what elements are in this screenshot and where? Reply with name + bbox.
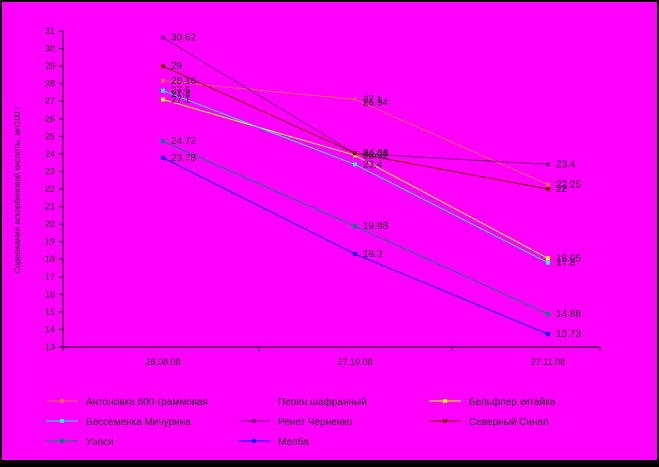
y-tick-label: 25 (45, 131, 55, 141)
y-tick-label: 21 (45, 202, 55, 212)
legend-entry-label: Бессеменка Мичурина (86, 417, 191, 428)
series-point (161, 92, 165, 97)
legend-entry-label: Северный Синап (469, 417, 549, 428)
data-label: 18.3 (363, 249, 383, 260)
y-tick-label: 15 (45, 307, 55, 317)
legend-marker (60, 439, 64, 443)
y-tick-label: 30 (45, 44, 55, 54)
series-point (353, 224, 357, 229)
y-tick-label: 28 (45, 79, 55, 89)
series-point (546, 187, 550, 191)
legend-entry-label: Антоновка 600-граммовая (86, 397, 208, 408)
series-point (353, 162, 357, 167)
y-tick-label: 14 (45, 324, 55, 334)
y-tick-label: 29 (45, 61, 55, 71)
data-label: 17.8 (556, 258, 576, 269)
data-label: 30.62 (171, 33, 196, 44)
y-tick-label: 16 (45, 289, 55, 299)
y-tick-label: 18 (45, 254, 55, 264)
y-tick-label: 13 (45, 342, 55, 352)
series-point (546, 162, 550, 167)
series-point (161, 64, 165, 69)
legend-marker (60, 399, 64, 403)
legend-entry-label: Мелба (278, 436, 309, 448)
x-tick-label: 27.11.08 (531, 357, 565, 367)
series-point (546, 260, 550, 265)
data-label: 14.88 (556, 309, 581, 320)
data-label: 18.05 (556, 253, 581, 264)
legend-marker (443, 419, 447, 423)
series-point (161, 155, 165, 160)
series-point (353, 97, 357, 102)
data-label: 23.4 (556, 159, 576, 170)
series-point (353, 100, 357, 105)
data-label: 27.4 (171, 89, 191, 100)
data-label: 28.16 (171, 76, 196, 87)
series-point (161, 97, 165, 102)
x-tick-label: 27.10.08 (337, 357, 372, 367)
y-tick-label: 26 (45, 114, 55, 124)
series-point (161, 139, 165, 144)
data-label: 27.1 (171, 94, 191, 105)
series-point (161, 35, 165, 40)
data-label: 24.04 (363, 148, 388, 159)
data-labels: 28.16 27.1 22.25 27.4 26.94 22 27.1 23.92 18.05 2… (171, 33, 581, 341)
y-tick-label: 22 (45, 184, 55, 194)
data-label: 22.25 (556, 180, 581, 191)
series-point (161, 88, 165, 93)
y-tick-label: 27 (45, 96, 55, 106)
data-label: 19.88 (363, 221, 388, 232)
x-tick-label: 28.08.08 (145, 357, 180, 367)
data-label: 23.92 (363, 150, 388, 161)
series-point (546, 182, 550, 187)
data-label: 27.1 (363, 94, 383, 105)
legend: Антоновка 600-граммовая Пепин шафранный Бе… (46, 396, 556, 448)
y-tick-label: 31 (45, 26, 55, 36)
y-tick-label: 20 (45, 219, 55, 229)
data-label: 23.4 (363, 159, 383, 170)
y-tick-label: 24 (45, 149, 55, 159)
legend-entry-label: Уэлси (86, 437, 114, 448)
legend-entry-label: Ренет Черненко (278, 417, 353, 428)
data-label: 22 (556, 184, 568, 195)
y-tick-label: 17 (45, 272, 55, 282)
series-point (353, 151, 357, 156)
series-point (546, 256, 550, 261)
data-label: 13.73 (556, 329, 581, 340)
series-point (546, 311, 550, 316)
legend-marker (252, 439, 256, 443)
series-point (161, 78, 165, 83)
chart-background (2, 2, 657, 460)
legend-marker (60, 419, 64, 423)
data-label: 23.78 (171, 153, 196, 164)
legend-marker (252, 399, 256, 403)
data-label: 24.72 (171, 136, 196, 147)
y-tick-label: 23 (45, 166, 55, 176)
data-label: 26.94 (363, 97, 388, 108)
legend-entry-label: Пепин шафранный (278, 396, 367, 408)
data-label: 24.03 (363, 148, 388, 159)
data-label: 22 (556, 184, 568, 195)
y-axis-label: Содержание аскорбиновой кислоты, мг/100 … (13, 106, 22, 273)
legend-entry-label: Бельфлер китайка (469, 396, 556, 408)
series-point (546, 332, 550, 337)
legend-marker (443, 399, 447, 403)
data-label: 27.6 (171, 86, 191, 97)
data-label: 29 (171, 61, 183, 72)
y-tick-label: 19 (45, 237, 55, 247)
series-lines (161, 35, 550, 337)
axes: 13 14 15 16 17 18 19 20 21 22 23 24 25 26 27 28 29 30 31 28… (45, 26, 601, 367)
series-point (353, 251, 357, 256)
legend-marker (252, 419, 256, 423)
